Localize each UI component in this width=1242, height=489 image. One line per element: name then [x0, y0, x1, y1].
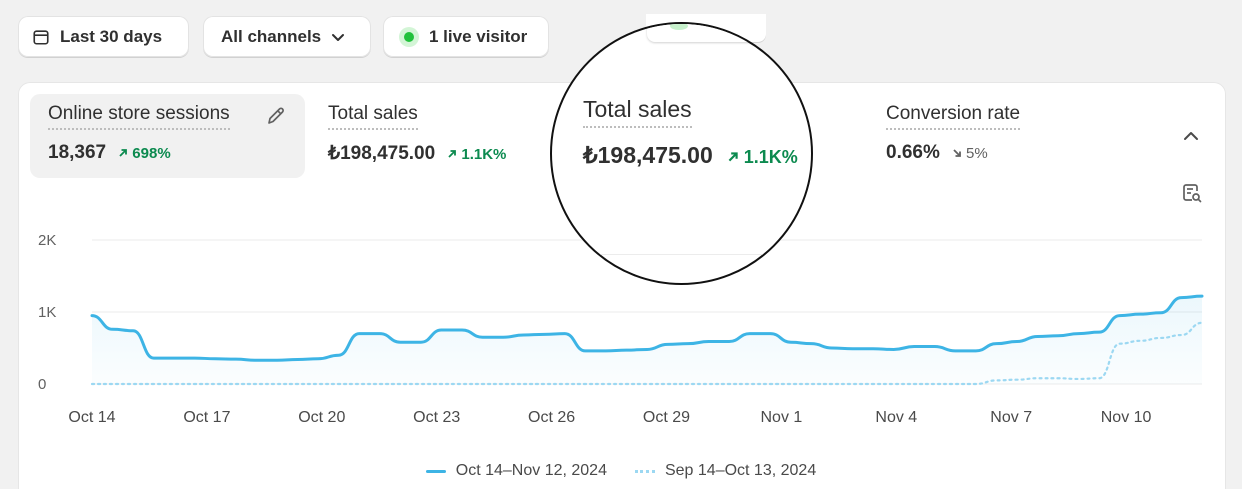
live-dot-icon [399, 26, 419, 47]
metric-label: Total sales [328, 103, 418, 130]
metric-value: ₺198,475.00 [328, 143, 436, 164]
metric-change: 698% [118, 145, 171, 162]
arrow-up-right-icon [728, 152, 738, 162]
magnified-label: Total sales [583, 96, 692, 128]
metric-change: 1.1K% [447, 146, 506, 163]
gridline [552, 254, 811, 255]
metric-conversion-rate[interactable]: Conversion rate 0.66% 5% [886, 103, 1021, 164]
calendar-icon [33, 29, 49, 45]
arrow-up-right-icon [119, 149, 128, 157]
magnified-change: 1.1K% [727, 147, 798, 168]
channels-dropdown[interactable]: All channels [203, 16, 371, 57]
live-visitor-label: 1 live visitor [429, 26, 528, 46]
hidden-pill [647, 24, 757, 42]
chart-legend: Oct 14–Nov 12, 2024 Sep 14–Oct 13, 2024 [0, 462, 1242, 480]
pencil-icon[interactable] [265, 105, 287, 127]
date-range-label: Last 30 days [60, 26, 163, 46]
channels-label: All channels [221, 26, 322, 46]
metric-online-store-sessions[interactable]: Online store sessions 18,367 698% [30, 94, 305, 178]
live-visitor-button[interactable]: 1 live visitor [383, 16, 549, 57]
metric-total-sales[interactable]: Total sales ₺198,475.00 1.1K% [328, 103, 506, 165]
report-search-icon[interactable] [1181, 182, 1203, 204]
date-range-button[interactable]: Last 30 days [18, 16, 189, 57]
chevron-up-icon[interactable] [1182, 127, 1200, 145]
metric-label: Online store sessions [48, 103, 230, 130]
magnified-value: ₺198,475.00 [583, 142, 713, 168]
legend-label: Oct 14–Nov 12, 2024 [455, 462, 607, 479]
metric-value: 18,367 [48, 142, 107, 163]
metric-change: 5% [952, 145, 988, 162]
metric-label: Conversion rate [886, 103, 1021, 130]
metric-value: 0.66% [886, 142, 940, 163]
arrow-up-right-icon [448, 150, 457, 158]
legend-swatch [634, 469, 655, 473]
legend-label: Sep 14–Oct 13, 2024 [664, 462, 817, 479]
live-dot-glow [670, 24, 688, 30]
legend-previous[interactable]: Sep 14–Oct 13, 2024 [634, 462, 817, 480]
chevron-down-icon [332, 33, 345, 41]
arrow-down-right-icon [953, 149, 961, 157]
magnified-row: ₺198,475.00 1.1K% [583, 142, 798, 169]
legend-current[interactable]: Oct 14–Nov 12, 2024 [425, 462, 607, 480]
magnifier-callout: Total sales ₺198,475.00 1.1K% [550, 22, 813, 285]
legend-swatch [425, 469, 446, 473]
